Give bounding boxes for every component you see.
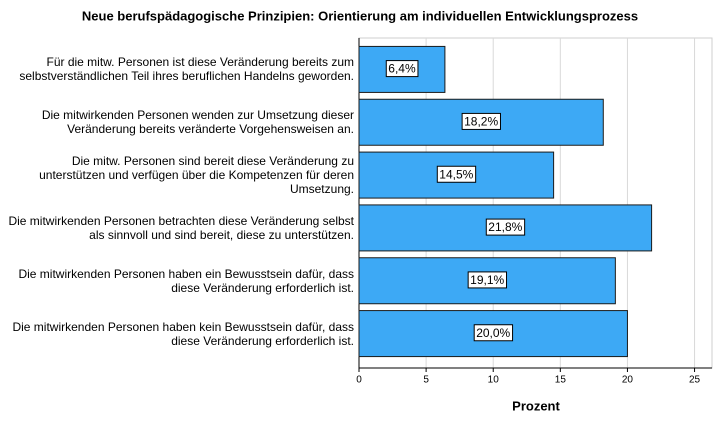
y-tick-text: Die mitwirkenden Personen wenden zur Ums… bbox=[41, 108, 354, 137]
y-tick-label: Die mitwirkenden Personen haben ein Bewu… bbox=[4, 254, 354, 307]
value-label-box bbox=[485, 218, 526, 236]
y-tick-text: Die mitw. Personen sind bereit diese Ver… bbox=[39, 154, 354, 197]
bar bbox=[358, 45, 446, 93]
value-label-box bbox=[461, 112, 501, 130]
y-tick-label: Die mitwirkenden Personen betrachten die… bbox=[4, 202, 354, 255]
value-label-box bbox=[473, 324, 514, 342]
value-label: 18,2% bbox=[464, 114, 498, 128]
x-tick-label: 0 bbox=[356, 375, 362, 386]
x-tick-label: 5 bbox=[423, 375, 429, 386]
value-label: 14,5% bbox=[439, 167, 473, 181]
y-tick-text: Die mitwirkenden Personen haben ein Bewu… bbox=[18, 266, 354, 295]
y-tick-text: Für die mitw. Personen ist diese Verände… bbox=[19, 55, 354, 84]
value-label-box bbox=[385, 60, 419, 78]
value-label: 21,8% bbox=[488, 220, 522, 234]
value-label-box bbox=[436, 165, 477, 183]
value-label-box bbox=[467, 271, 508, 289]
value-label: 19,1% bbox=[470, 273, 504, 287]
y-tick-text: Die mitwirkenden Personen haben kein Bew… bbox=[12, 319, 354, 348]
x-tick-label: 20 bbox=[622, 375, 634, 386]
y-tick-label: Die mitw. Personen sind bereit diese Ver… bbox=[4, 149, 354, 202]
y-tick-label: Die mitwirkenden Personen haben kein Bew… bbox=[4, 307, 354, 360]
x-tick-label: 25 bbox=[689, 375, 701, 386]
y-tick-text: Die mitwirkenden Personen betrachten die… bbox=[8, 213, 354, 242]
value-label: 6,4% bbox=[388, 62, 416, 76]
y-tick-label: Die mitwirkenden Personen wenden zur Ums… bbox=[4, 96, 354, 149]
y-tick-label: Für die mitw. Personen ist diese Verände… bbox=[4, 43, 354, 96]
chart-title: Neue berufspädagogische Prinzipien: Orie… bbox=[82, 8, 638, 23]
x-tick-label: 10 bbox=[488, 375, 500, 386]
x-axis-label: Prozent bbox=[512, 398, 560, 413]
x-tick-label: 15 bbox=[555, 375, 567, 386]
value-label: 20,0% bbox=[476, 326, 510, 340]
